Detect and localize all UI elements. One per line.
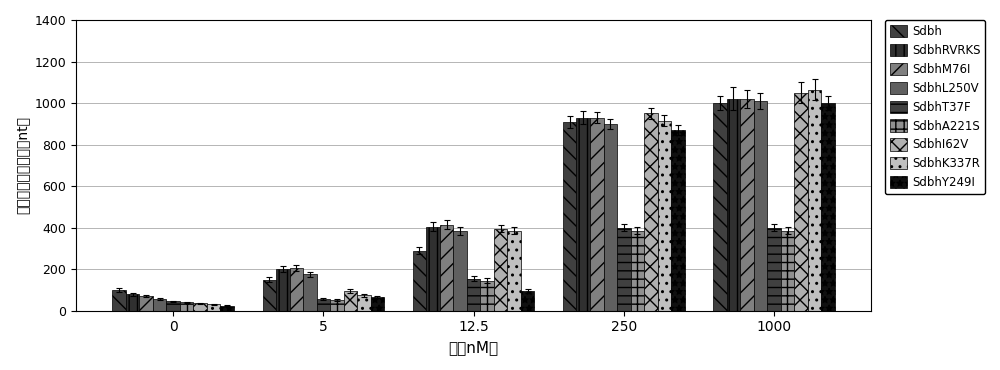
Bar [139, 296, 153, 311]
Bar [330, 300, 344, 311]
Bar [821, 103, 835, 311]
Bar [453, 231, 467, 311]
Bar [808, 90, 821, 311]
Bar [576, 118, 590, 311]
Bar [193, 303, 207, 311]
Bar [713, 103, 727, 311]
Bar [344, 291, 357, 311]
Bar [754, 101, 767, 311]
Bar [604, 124, 617, 311]
Bar [781, 231, 794, 311]
Bar [494, 229, 507, 311]
Bar [290, 268, 303, 311]
Bar [480, 280, 494, 311]
Bar [413, 250, 426, 311]
Bar [671, 130, 685, 311]
Bar [521, 291, 534, 311]
X-axis label: 酶（nM）: 酶（nM） [449, 340, 499, 355]
Bar [727, 99, 740, 311]
Bar [263, 280, 276, 311]
Legend: Sdbh, SdbhRVRKS, SdbhM76I, SdbhL250V, SdbhT37F, SdbhA221S, SdbhI62V, SdbhK337R, : Sdbh, SdbhRVRKS, SdbhM76I, SdbhL250V, Sd… [885, 20, 985, 194]
Bar [276, 269, 290, 311]
Bar [207, 305, 220, 311]
Bar [617, 228, 631, 311]
Bar [794, 92, 808, 311]
Bar [507, 231, 521, 311]
Y-axis label: 平均持续合成能力（nt）: 平均持续合成能力（nt） [15, 116, 29, 214]
Bar [166, 302, 180, 311]
Bar [767, 228, 781, 311]
Bar [371, 297, 384, 311]
Bar [440, 225, 453, 311]
Bar [590, 118, 604, 311]
Bar [563, 122, 576, 311]
Bar [740, 99, 754, 311]
Bar [644, 114, 658, 311]
Bar [112, 290, 126, 311]
Bar [658, 121, 671, 311]
Bar [126, 294, 139, 311]
Bar [220, 306, 234, 311]
Bar [631, 231, 644, 311]
Bar [303, 275, 317, 311]
Bar [357, 295, 371, 311]
Bar [426, 226, 440, 311]
Bar [153, 299, 166, 311]
Bar [467, 279, 480, 311]
Bar [180, 302, 193, 311]
Bar [317, 299, 330, 311]
